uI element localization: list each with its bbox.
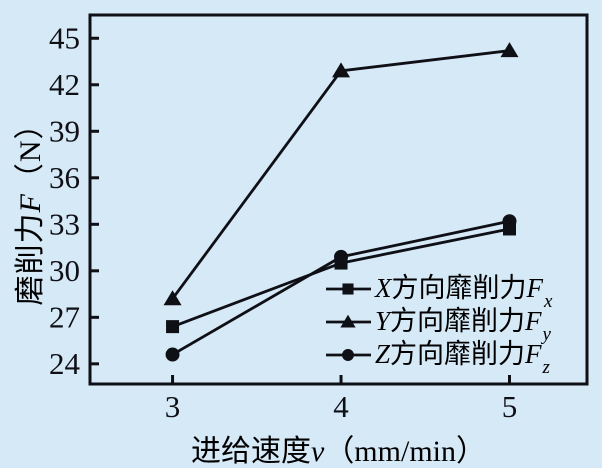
x-axis-title: 进给速度v（mm/min） bbox=[190, 435, 486, 468]
circle-marker-icon bbox=[502, 214, 517, 229]
y-axis-title: 磨削力F（N） bbox=[14, 108, 47, 306]
y-tick-label: 33 bbox=[49, 206, 80, 241]
x-tick-label: 3 bbox=[165, 389, 181, 424]
plot-border bbox=[88, 13, 589, 386]
triangle-marker-icon bbox=[163, 290, 182, 306]
legend-item-fx: X方向靡削力Fx bbox=[325, 272, 553, 313]
legend-item-fy: Y方向靡削力Fy bbox=[325, 305, 551, 346]
y-tick-label: 36 bbox=[49, 160, 80, 195]
triangle-marker-icon bbox=[500, 42, 519, 58]
x-tick-label: 4 bbox=[333, 389, 349, 424]
circle-marker-icon bbox=[165, 347, 180, 362]
legend: X方向靡削力Fx Y方向靡削力Fy Z方向靡削力Fz bbox=[325, 272, 553, 379]
y-tick-label: 39 bbox=[49, 113, 80, 148]
y-tick-label: 42 bbox=[49, 67, 80, 102]
triangle-marker-icon bbox=[332, 62, 351, 78]
triangle-marker-icon bbox=[340, 314, 356, 328]
y-tick-label: 24 bbox=[49, 346, 81, 381]
legend-item-fz: Z方向靡削力Fz bbox=[325, 338, 551, 379]
y-tick-label: 45 bbox=[49, 20, 80, 55]
triangle-marker-icon bbox=[326, 314, 371, 328]
square-marker-icon bbox=[342, 282, 354, 295]
y-tick-label: 30 bbox=[49, 253, 80, 288]
legend-label-fx: X方向靡削力Fx bbox=[375, 273, 553, 313]
y-tick-label: 27 bbox=[49, 299, 80, 334]
circle-marker-icon bbox=[342, 348, 354, 361]
circle-marker-icon bbox=[326, 348, 371, 361]
square-marker-icon bbox=[166, 320, 180, 334]
square-marker-icon bbox=[326, 282, 371, 295]
legend-label-fy: Y方向靡削力Fy bbox=[375, 306, 551, 346]
x-tick-label: 5 bbox=[502, 389, 518, 424]
circle-marker-icon bbox=[334, 249, 349, 264]
legend-label-fz: Z方向靡削力Fz bbox=[375, 339, 550, 379]
